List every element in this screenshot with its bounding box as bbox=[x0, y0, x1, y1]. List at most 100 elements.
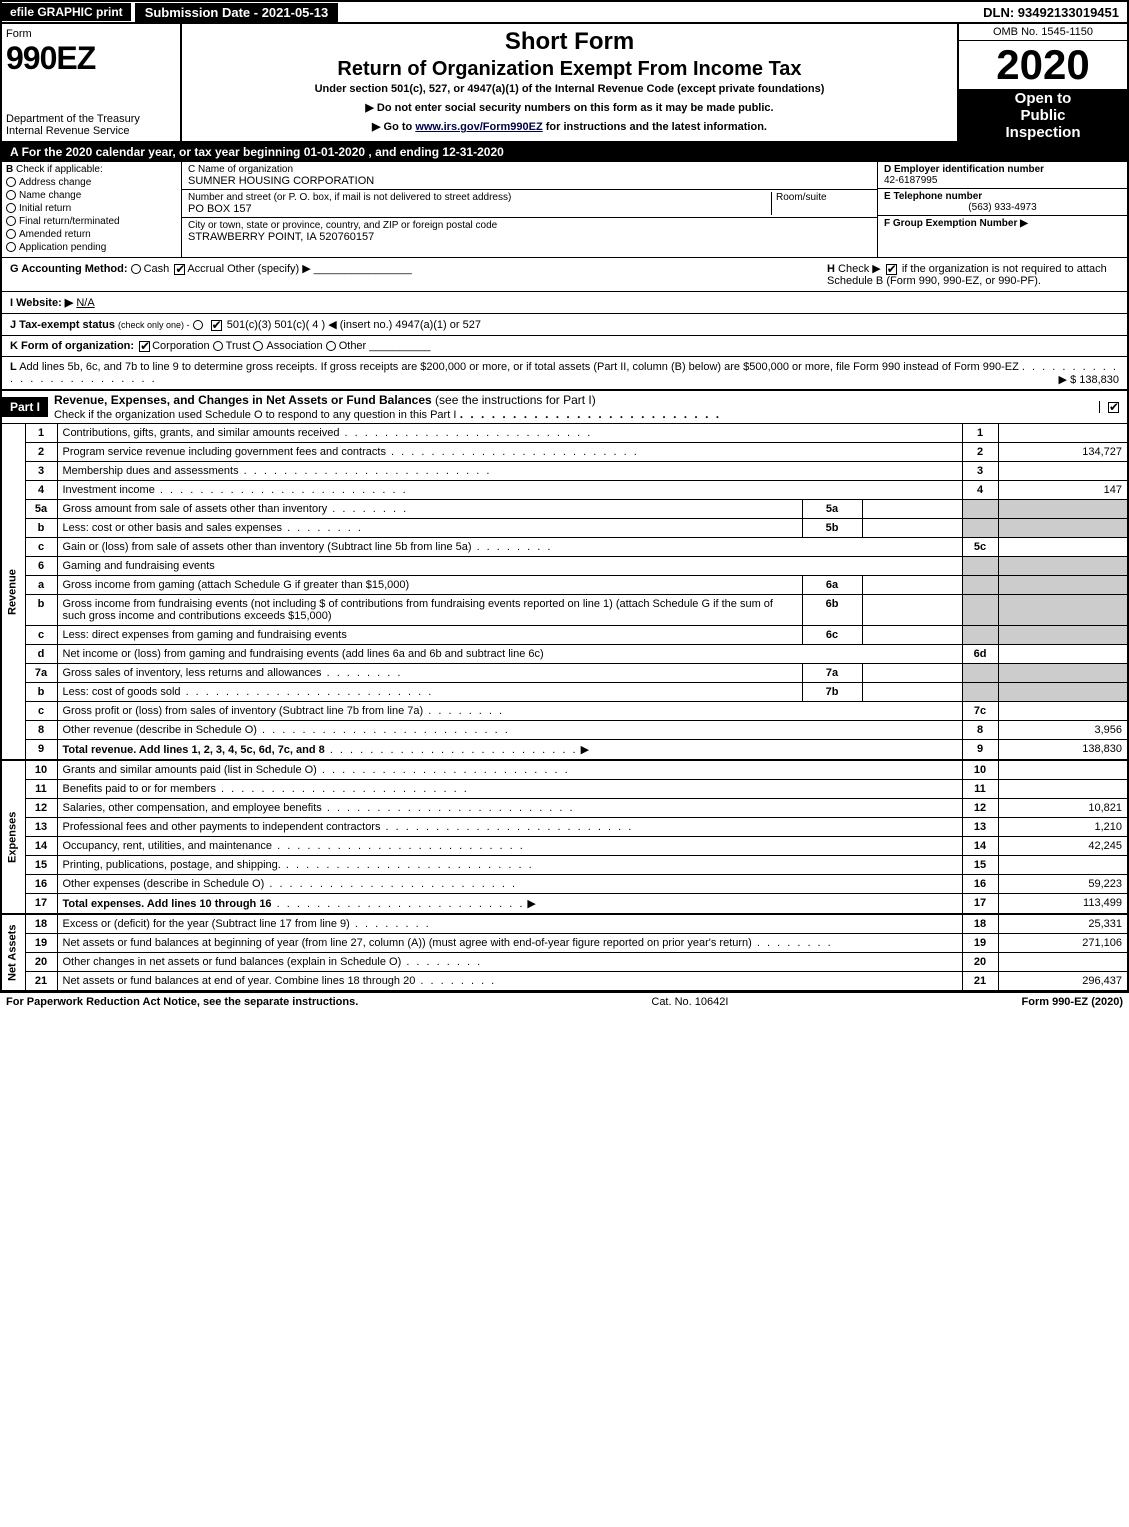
line-17: 17 Total expenses. Add lines 10 through … bbox=[1, 894, 1128, 915]
phone-label: E Telephone number bbox=[884, 191, 982, 202]
ein-block: D Employer identification number 42-6187… bbox=[878, 162, 1127, 189]
dots bbox=[460, 407, 721, 421]
tax-exempt-label: J Tax-exempt status bbox=[10, 319, 115, 331]
line-7a: 7a Gross sales of inventory, less return… bbox=[1, 664, 1128, 683]
ein-label: D Employer identification number bbox=[884, 164, 1044, 175]
checkbox-icon bbox=[1108, 402, 1119, 413]
address-block: Number and street (or P. O. box, if mail… bbox=[182, 190, 877, 218]
checkbox-accrual[interactable] bbox=[174, 264, 185, 275]
footer-left: For Paperwork Reduction Act Notice, see … bbox=[6, 996, 358, 1008]
line-13: 13 Professional fees and other payments … bbox=[1, 818, 1128, 837]
irs-link[interactable]: www.irs.gov/Form990EZ bbox=[415, 121, 542, 133]
line-3: 3 Membership dues and assessments 3 bbox=[1, 462, 1128, 481]
note-link-post: for instructions and the latest informat… bbox=[543, 121, 767, 133]
line-12: 12 Salaries, other compensation, and emp… bbox=[1, 799, 1128, 818]
section-b: B Check if applicable: Address change Na… bbox=[2, 162, 182, 257]
line-7c: c Gross profit or (loss) from sales of i… bbox=[1, 702, 1128, 721]
check-if-applicable: Check if applicable: bbox=[16, 164, 103, 175]
circle-icon[interactable] bbox=[213, 341, 223, 351]
checkbox-schedule-b[interactable] bbox=[886, 264, 897, 275]
line-1: Revenue 1 Contributions, gifts, grants, … bbox=[1, 424, 1128, 443]
section-i: I Website: ▶ N/A bbox=[0, 292, 1129, 314]
section-g-label: G Accounting Method: bbox=[10, 263, 128, 275]
note-link-pre: ▶ Go to bbox=[372, 121, 415, 133]
part1-check-text: Check if the organization used Schedule … bbox=[54, 409, 456, 421]
form-header: Form 990EZ Department of the Treasury In… bbox=[0, 24, 1129, 143]
opt-other: Other bbox=[339, 340, 367, 352]
under-section: Under section 501(c), 527, or 4947(a)(1)… bbox=[190, 83, 949, 95]
checkbox-corporation[interactable] bbox=[139, 341, 150, 352]
line-6a: a Gross income from gaming (attach Sched… bbox=[1, 576, 1128, 595]
accounting-method: G Accounting Method: Cash Accrual Other … bbox=[10, 262, 819, 287]
circle-icon[interactable] bbox=[326, 341, 336, 351]
header-center: Short Form Return of Organization Exempt… bbox=[182, 24, 957, 141]
part1-title-text: Revenue, Expenses, and Changes in Net As… bbox=[54, 393, 432, 407]
circle-icon bbox=[6, 203, 16, 213]
revenue-side-label: Revenue bbox=[1, 424, 25, 760]
opt-association: Association bbox=[266, 340, 322, 352]
form-org-label: K Form of organization: bbox=[10, 340, 134, 352]
section-k: K Form of organization: Corporation Trus… bbox=[0, 336, 1129, 357]
group-exemption-label: F Group Exemption Number ▶ bbox=[884, 218, 1028, 229]
line-6c: c Less: direct expenses from gaming and … bbox=[1, 626, 1128, 645]
section-h: H Check ▶ if the organization is not req… bbox=[819, 262, 1119, 287]
schedule-o-checkbox[interactable] bbox=[1099, 401, 1127, 413]
part1-instr: (see the instructions for Part I) bbox=[435, 393, 596, 407]
org-name: SUMNER HOUSING CORPORATION bbox=[188, 175, 374, 187]
group-exemption: F Group Exemption Number ▶ bbox=[878, 216, 1127, 231]
line-6d: d Net income or (loss) from gaming and f… bbox=[1, 645, 1128, 664]
city-value: STRAWBERRY POINT, IA 520760157 bbox=[188, 231, 374, 243]
circle-icon[interactable] bbox=[253, 341, 263, 351]
city-block: City or town, state or province, country… bbox=[182, 218, 877, 245]
part1-label: Part I bbox=[2, 397, 48, 417]
cb-name-change[interactable]: Name change bbox=[6, 190, 177, 201]
line-5b: b Less: cost or other basis and sales ex… bbox=[1, 519, 1128, 538]
cb-final-return[interactable]: Final return/terminated bbox=[6, 216, 177, 227]
circle-icon bbox=[6, 216, 16, 226]
website-label: I Website: ▶ bbox=[10, 297, 73, 309]
line-18: Net Assets 18 Excess or (deficit) for th… bbox=[1, 914, 1128, 934]
cb-initial-return[interactable]: Initial return bbox=[6, 203, 177, 214]
dept-treasury: Department of the Treasury bbox=[6, 113, 140, 125]
circle-icon bbox=[6, 242, 16, 252]
line-5a: 5a Gross amount from sale of assets othe… bbox=[1, 500, 1128, 519]
lines-table: Revenue 1 Contributions, gifts, grants, … bbox=[0, 424, 1129, 992]
dln-label: DLN: 93492133019451 bbox=[983, 5, 1127, 20]
circle-icon bbox=[6, 190, 16, 200]
address-label: Number and street (or P. O. box, if mail… bbox=[188, 192, 511, 203]
line-21: 21 Net assets or fund balances at end of… bbox=[1, 972, 1128, 992]
other-label: Other (specify) ▶ bbox=[227, 263, 311, 275]
cash-label: Cash bbox=[144, 263, 170, 275]
submission-date: Submission Date - 2021-05-13 bbox=[135, 3, 339, 22]
tax-exempt-opts: 501(c)(3) 501(c)( 4 ) ◀ (insert no.) 494… bbox=[227, 319, 481, 331]
short-form-title: Short Form bbox=[190, 28, 949, 56]
form-label: Form bbox=[6, 28, 176, 40]
return-title: Return of Organization Exempt From Incom… bbox=[190, 58, 949, 81]
tax-year: 2020 bbox=[959, 41, 1127, 90]
checkbox-501c4[interactable] bbox=[211, 320, 222, 331]
accrual-label: Accrual bbox=[187, 263, 224, 275]
open-line3: Inspection bbox=[959, 124, 1127, 141]
line-9: 9 Total revenue. Add lines 1, 2, 3, 4, 5… bbox=[1, 740, 1128, 761]
note-ssn: ▶ Do not enter social security numbers o… bbox=[190, 101, 949, 114]
header-left: Form 990EZ Department of the Treasury In… bbox=[2, 24, 182, 141]
phone-block: E Telephone number (563) 933-4973 bbox=[878, 189, 1127, 216]
website-value: N/A bbox=[76, 297, 94, 309]
line-6b: b Gross income from fundraising events (… bbox=[1, 595, 1128, 626]
circle-icon[interactable] bbox=[193, 320, 203, 330]
section-a-label: A bbox=[10, 145, 18, 159]
line-19: 19 Net assets or fund balances at beginn… bbox=[1, 934, 1128, 953]
open-to-public: Open to Public Inspection bbox=[959, 90, 1127, 141]
open-line2: Public bbox=[959, 107, 1127, 124]
efile-label[interactable]: efile GRAPHIC print bbox=[2, 3, 131, 21]
address-value: PO BOX 157 bbox=[188, 203, 252, 215]
cb-application-pending[interactable]: Application pending bbox=[6, 242, 177, 253]
line-15: 15 Printing, publications, postage, and … bbox=[1, 856, 1128, 875]
cb-amended-return[interactable]: Amended return bbox=[6, 229, 177, 240]
h-check-text: Check ▶ bbox=[838, 263, 881, 275]
circle-icon[interactable] bbox=[131, 264, 141, 274]
opt-trust: Trust bbox=[226, 340, 251, 352]
line-14: 14 Occupancy, rent, utilities, and maint… bbox=[1, 837, 1128, 856]
part1-title: Revenue, Expenses, and Changes in Net As… bbox=[48, 391, 1099, 423]
cb-address-change[interactable]: Address change bbox=[6, 177, 177, 188]
